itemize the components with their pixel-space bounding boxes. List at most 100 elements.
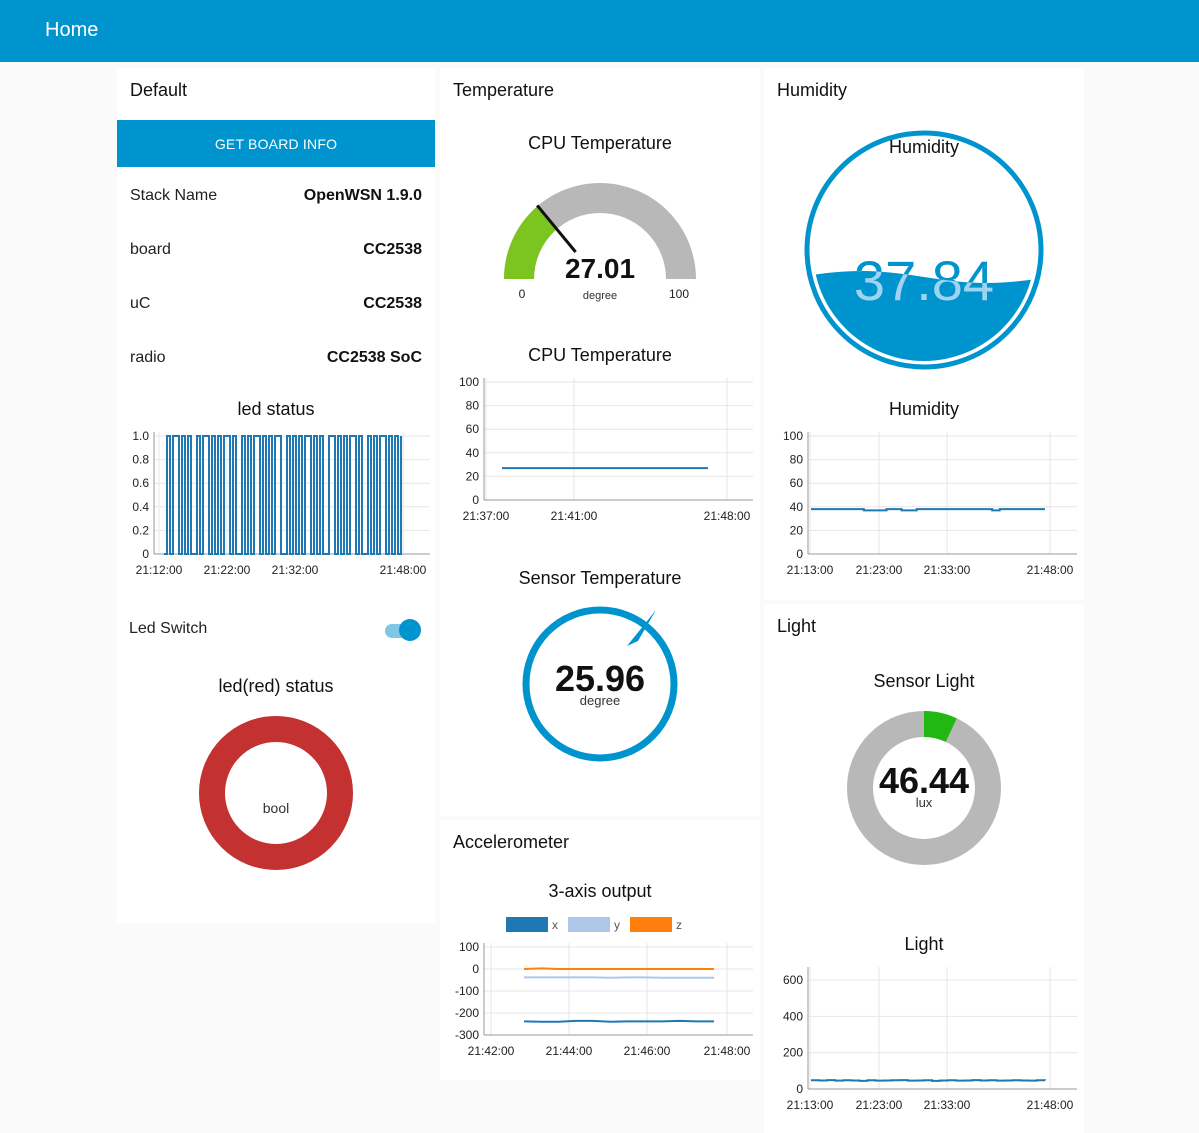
legend-label-x: x (552, 918, 558, 932)
gauge-min: 0 (519, 287, 526, 301)
series-line-0 (164, 435, 402, 555)
y-tick-label: 100 (459, 375, 479, 389)
y-tick-label: 40 (790, 500, 804, 514)
led-red-donut: bool (199, 716, 353, 870)
gauge-track (504, 183, 696, 279)
humidity-group: Humidity 37.84 37.84 Humidity Humidity 0… (764, 68, 1084, 600)
y-tick-label: 0 (472, 962, 479, 976)
gauge-unit: degree (583, 290, 617, 302)
led-status-chart: 0 0.2 0.4 0.6 0.8 1.0 21:12:00 21:22:00 21:32:00… (132, 429, 430, 577)
group-title: Light (777, 616, 817, 636)
x-tick-label: 21:48:00 (1027, 1098, 1074, 1112)
info-value: CC2538 SoC (326, 349, 422, 366)
cpu-gauge-title: CPU Temperature (528, 133, 672, 153)
y-tick-label: 0.4 (132, 500, 149, 514)
y-tick-label: 0 (142, 547, 149, 561)
y-tick-label: 100 (459, 940, 479, 954)
legend-swatch-x (506, 917, 548, 932)
gauge-value: 27.01 (565, 253, 635, 284)
group-title: Temperature (453, 80, 555, 100)
light-group: Light Sensor Light 46.44 lux Light 0 200 4… (764, 604, 1084, 1133)
y-tick-label: 60 (466, 422, 480, 436)
x-tick-label: 21:42:00 (468, 1044, 515, 1058)
y-tick-label: -100 (455, 984, 479, 998)
group-title: Humidity (777, 80, 848, 100)
led-red-ring (199, 716, 353, 870)
gauge-fill (504, 206, 557, 279)
legend-label-z: z (676, 918, 682, 932)
led-red-unit: bool (263, 800, 289, 816)
y-tick-label: 60 (790, 476, 804, 490)
y-tick-label: 400 (783, 1009, 803, 1023)
y-tick-label: 600 (783, 973, 803, 987)
gauge-value: 46.44 (879, 760, 969, 801)
led-switch-toggle[interactable] (399, 619, 421, 641)
x-tick-label: 21:37:00 (463, 509, 510, 523)
info-value: CC2538 (363, 241, 422, 258)
x-tick-label: 21:44:00 (546, 1044, 593, 1058)
y-tick-label: 0.6 (132, 476, 149, 490)
group-title: Accelerometer (453, 832, 570, 852)
legend-label-y: y (614, 918, 620, 932)
x-tick-label: 21:13:00 (787, 563, 834, 577)
x-tick-label: 21:48:00 (380, 563, 427, 577)
info-row-board: board CC2538 (130, 235, 422, 265)
info-key: radio (130, 349, 166, 366)
gauge-title: Humidity (889, 137, 959, 157)
default-group: Default GET BOARD INFO Stack Name OpenWS… (117, 68, 435, 923)
light-chart-title: Light (904, 934, 944, 954)
accelerometer-chart: -300 -200 -100 0 100 21:42:00 21:44:00 21:46:00… (455, 917, 753, 1058)
info-row-uc: uC CC2538 (130, 289, 422, 319)
gauge-pointer (627, 610, 656, 646)
light-chart: 0 200 400 600 21:13:00 21:23:00 21:33:00 21:48:… (783, 967, 1077, 1112)
y-tick-label: -200 (455, 1006, 479, 1020)
get-board-info-button[interactable]: GET BOARD INFO (117, 120, 435, 167)
gauge-value: 25.96 (555, 658, 645, 699)
x-tick-label: 21:33:00 (924, 563, 971, 577)
x-tick-label: 21:41:00 (551, 509, 598, 523)
sensor-gauge-title: Sensor Temperature (518, 568, 682, 588)
x-tick-label: 21:48:00 (704, 509, 751, 523)
series-line-0 (811, 1079, 1046, 1082)
gauge-unit: lux (916, 795, 933, 810)
info-row-radio: radio CC2538 SoC (130, 343, 422, 373)
info-key: Stack Name (130, 187, 218, 204)
series-line-0 (811, 508, 1045, 512)
legend-swatch-y (568, 917, 610, 932)
series-line-x (523, 1019, 714, 1023)
x-tick-label: 21:23:00 (856, 563, 903, 577)
info-key: board (130, 241, 171, 258)
top-bar: Home (0, 0, 1199, 62)
gauge-ring (522, 606, 678, 762)
humidity-chart: 0 20 40 60 80 100 21:13:00 21:23:00 21:33:00 21:4… (783, 429, 1077, 577)
light-gauge-title: Sensor Light (873, 671, 975, 691)
y-tick-label: 200 (783, 1046, 803, 1060)
led-switch-label: Led Switch (129, 620, 208, 637)
x-tick-label: 21:33:00 (924, 1098, 971, 1112)
x-tick-label: 21:13:00 (787, 1098, 834, 1112)
gauge-unit: degree (580, 693, 620, 708)
y-tick-label: 0 (796, 547, 803, 561)
y-tick-label: 20 (790, 523, 804, 537)
accelerometer-group: Accelerometer 3-axis output -300 -200 -100… (440, 820, 760, 1080)
led-red-status-title: led(red) status (218, 676, 334, 696)
cpu-temperature-gauge: 27.01 0 degree 100 (504, 183, 696, 302)
y-tick-label: 20 (466, 469, 480, 483)
sensor-temperature-gauge: 25.96 degree (522, 606, 678, 762)
legend-swatch-z (630, 917, 672, 932)
info-key: uC (130, 295, 151, 312)
gauge-max: 100 (669, 287, 689, 301)
y-tick-label: 0 (472, 493, 479, 507)
x-tick-label: 21:46:00 (624, 1044, 671, 1058)
y-tick-label: 0.8 (132, 453, 149, 467)
y-tick-label: 80 (790, 453, 804, 467)
y-tick-label: 80 (466, 399, 480, 413)
x-tick-label: 21:48:00 (704, 1044, 751, 1058)
y-tick-label: 1.0 (132, 429, 149, 443)
info-row-stack-name: Stack Name OpenWSN 1.9.0 (130, 181, 422, 211)
info-value: CC2538 (363, 295, 422, 312)
x-tick-label: 21:23:00 (856, 1098, 903, 1112)
group-title: Default (130, 80, 188, 100)
humidity-gauge: 37.84 37.84 Humidity (804, 130, 1044, 370)
humidity-chart-title: Humidity (888, 399, 959, 419)
